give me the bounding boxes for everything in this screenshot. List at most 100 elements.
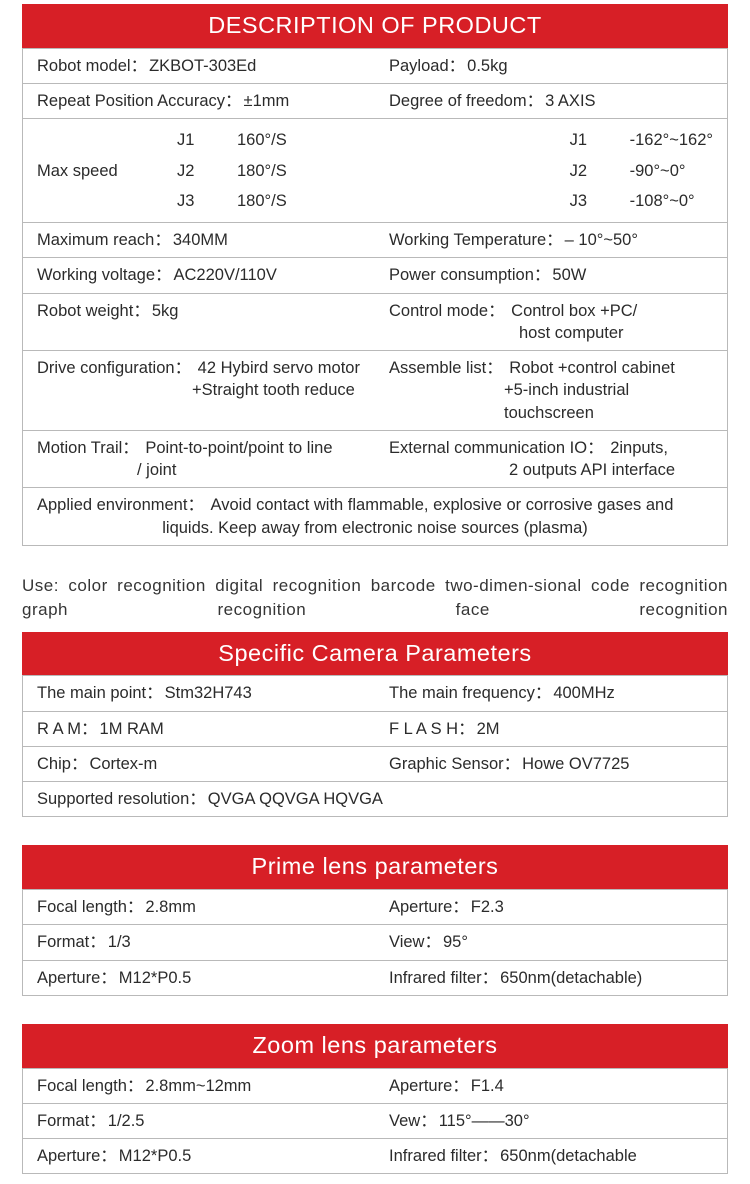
- cell-ram: R A M 1M RAM: [23, 712, 375, 746]
- row-ram-flash: R A M 1M RAM F L A S H 2M: [23, 711, 727, 746]
- label: Focal length: [37, 1075, 143, 1097]
- speed-j1: J1 160°/S: [37, 125, 342, 155]
- speed-j2: Max speed J2 180°/S: [37, 156, 342, 186]
- value: 1/3: [108, 931, 131, 953]
- cell-power: Power consumption 50W: [375, 258, 727, 292]
- value: M12*P0.5: [119, 967, 191, 989]
- row-format-view: Format 1/2.5 Vew 115°——30°: [23, 1103, 727, 1138]
- value: 340MM: [173, 229, 228, 251]
- label: Maximum reach: [37, 229, 171, 251]
- row-model-payload: Robot model ZKBOT-303Ed Payload 0.5kg: [23, 48, 727, 83]
- row-mount-filter: Aperture M12*P0.5 Infrared filter 650nm(…: [23, 1138, 727, 1173]
- value-line2: +5-inch industrial touchscreen: [389, 379, 713, 424]
- value: 5kg: [152, 300, 179, 322]
- label: Vew: [389, 1110, 437, 1132]
- camera-header: Specific Camera Parameters: [22, 632, 728, 676]
- value: 2.8mm: [145, 896, 195, 918]
- label: Working Temperature: [389, 229, 563, 251]
- label: Aperture: [389, 896, 469, 918]
- label: Control mode: [389, 302, 505, 320]
- value: 160°/S: [237, 129, 342, 151]
- cell-motion: Motion Trail Point-to-point/point to lin…: [23, 431, 375, 488]
- cell-view: View 95°: [375, 925, 727, 959]
- cell-main-freq: The main frequency 400MHz: [375, 676, 727, 710]
- cell-accuracy: Repeat Position Accuracy ±1mm: [23, 84, 375, 118]
- row-environment: Applied environment Avoid contact with f…: [23, 487, 727, 545]
- label: Infrared filter: [389, 1145, 498, 1167]
- cell-main-point: The main point Stm32H743: [23, 676, 375, 710]
- value: 95°: [443, 931, 468, 953]
- label: Format: [37, 931, 106, 953]
- value: Howe OV7725: [522, 753, 629, 775]
- row-motion-io: Motion Trail Point-to-point/point to lin…: [23, 430, 727, 488]
- cell-flash: F L A S H 2M: [375, 712, 727, 746]
- value: 1/2.5: [108, 1110, 145, 1132]
- product-section: DESCRIPTION OF PRODUCT Robot model ZKBOT…: [22, 4, 728, 546]
- value: 1M RAM: [100, 718, 164, 740]
- prime-lens-section: Prime lens parameters Focal length 2.8mm…: [22, 845, 728, 996]
- value: -90°~0°: [630, 160, 713, 182]
- cell-voltage: Working voltage AC220V/110V: [23, 258, 375, 292]
- use-description: Use: color recognition digital recogniti…: [22, 574, 728, 622]
- label: Degree of freedom: [389, 90, 543, 112]
- row-format-view: Format 1/3 View 95°: [23, 924, 727, 959]
- value: ZKBOT-303Ed: [149, 55, 256, 77]
- row-accuracy-dof: Repeat Position Accuracy ±1mm Degree of …: [23, 83, 727, 118]
- cell-view: Vew 115°——30°: [375, 1104, 727, 1138]
- value: 180°/S: [237, 190, 342, 212]
- row-weight-control: Robot weight 5kg Control mode Control bo…: [23, 293, 727, 351]
- cell-filter: Infrared filter 650nm(detachable: [375, 1139, 727, 1173]
- row-drive-assemble: Drive configuration 42 Hybird servo moto…: [23, 350, 727, 430]
- axis: J3: [570, 190, 630, 212]
- cell-filter: Infrared filter 650nm(detachable): [375, 961, 727, 995]
- value: 0.5kg: [467, 55, 507, 77]
- speed-j3: J3 180°/S: [37, 186, 342, 216]
- value: 42 Hybird servo motor: [198, 359, 360, 377]
- value: 115°——30°: [439, 1110, 530, 1132]
- label: Aperture: [37, 967, 117, 989]
- label: External communication IO: [389, 439, 604, 457]
- cell-temp: Working Temperature – 10°~50°: [375, 223, 727, 257]
- cell-control-mode: Control mode Control box +PC/ host compu…: [375, 294, 727, 351]
- value: Point-to-point/point to line: [145, 439, 332, 457]
- row-mainpoint-freq: The main point Stm32H743 The main freque…: [23, 675, 727, 710]
- value: 650nm(detachable): [500, 967, 642, 989]
- value-line2: liquids. Keep away from electronic noise…: [37, 517, 713, 539]
- label: Supported resolution: [37, 788, 206, 810]
- cell-weight: Robot weight 5kg: [23, 294, 375, 351]
- label: F L A S H: [389, 718, 475, 740]
- row-focal-aperture: Focal length 2.8mm Aperture F2.3: [23, 889, 727, 924]
- label: Chip: [37, 753, 87, 775]
- zoom-lens-section: Zoom lens parameters Focal length 2.8mm~…: [22, 1024, 728, 1175]
- range-j1: J1 -162°~162°: [370, 125, 713, 155]
- row-voltage-power: Working voltage AC220V/110V Power consum…: [23, 257, 727, 292]
- max-speed-label: Max speed: [37, 160, 177, 182]
- row-speed-range: J1 160°/S Max speed J2 180°/S J3 180°/S: [23, 118, 727, 222]
- row-chip-sensor: Chip Cortex-m Graphic Sensor Howe OV7725: [23, 746, 727, 781]
- value-line2: / joint: [37, 459, 176, 481]
- value: – 10°~50°: [565, 229, 638, 251]
- label: Aperture: [389, 1075, 469, 1097]
- label: View: [389, 931, 441, 953]
- cell-drive: Drive configuration 42 Hybird servo moto…: [23, 351, 375, 430]
- value: 650nm(detachable: [500, 1145, 637, 1167]
- label: Focal length: [37, 896, 143, 918]
- axis: J1: [177, 129, 237, 151]
- cell-assemble: Assemble list Robot +control cabinet +5-…: [375, 351, 727, 430]
- label: Motion Trail: [37, 439, 139, 457]
- value: Control box +PC/: [511, 302, 637, 320]
- cell-robot-model: Robot model ZKBOT-303Ed: [23, 49, 375, 83]
- label: Robot model: [37, 55, 147, 77]
- value: 2.8mm~12mm: [145, 1075, 251, 1097]
- value: QVGA QQVGA HQVGA: [208, 788, 383, 810]
- cell-mount: Aperture M12*P0.5: [23, 961, 375, 995]
- value: Avoid contact with flammable, explosive …: [211, 496, 674, 514]
- value: Stm32H743: [165, 682, 252, 704]
- range-j2: J2 -90°~0°: [370, 156, 713, 186]
- label: Drive configuration: [37, 359, 191, 377]
- value: 400MHz: [553, 682, 614, 704]
- value: M12*P0.5: [119, 1145, 191, 1167]
- cell-max-speed: J1 160°/S Max speed J2 180°/S J3 180°/S: [23, 119, 356, 222]
- cell-range: J1 -162°~162° J2 -90°~0° J3 -108°~0°: [356, 119, 727, 222]
- row-reach-temp: Maximum reach 340MM Working Temperature …: [23, 222, 727, 257]
